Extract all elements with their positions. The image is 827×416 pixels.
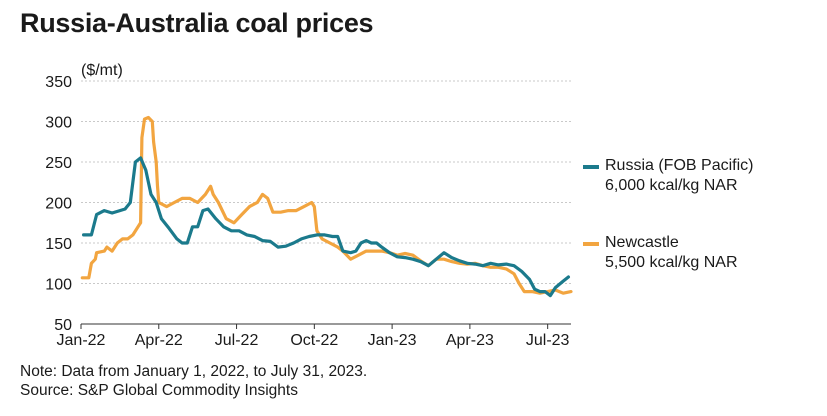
series-line-russia [82,156,570,298]
legend-swatch-russia [583,165,599,169]
y-axis-unit-label: ($/mt) [81,62,123,79]
legend-sublabel-newcastle: 5,500 kcal/kg NAR [605,254,738,271]
chart-title: Russia-Australia coal prices [20,8,374,38]
legend-label-russia: Russia (FOB Pacific) [605,157,754,174]
y-tick-label: 50 [54,317,72,334]
legend-swatch-newcastle [583,242,599,246]
gridlines [81,80,571,284]
x-tick-label: Oct-22 [290,332,338,349]
chart-source: Source: S&P Global Commodity Insights [20,382,298,399]
y-tick-label: 350 [45,74,72,91]
series-lines [80,115,573,298]
y-tick-label: 200 [45,196,72,213]
x-tick-label: Jan-23 [368,332,417,349]
axes: 50 100 150 200 250 300 350 Jan-22 Apr-22 Jul-22 Oc… [45,74,571,349]
y-tick-label: 100 [45,277,72,294]
y-tick-label: 250 [45,155,72,172]
x-tick-label: Jan-22 [57,332,106,349]
x-tick-label: Jul-22 [215,332,259,349]
x-tick-label: Apr-23 [446,332,494,349]
x-tick-label: Apr-22 [135,332,183,349]
legend-sublabel-russia: 6,000 kcal/kg NAR [605,177,738,194]
y-tick-label: 300 [45,115,72,132]
legend-label-newcastle: Newcastle [605,234,679,251]
y-tick-label: 150 [45,236,72,253]
chart-note: Note: Data from January 1, 2022, to July… [20,363,368,380]
x-tick-label: Jul-23 [526,332,570,349]
